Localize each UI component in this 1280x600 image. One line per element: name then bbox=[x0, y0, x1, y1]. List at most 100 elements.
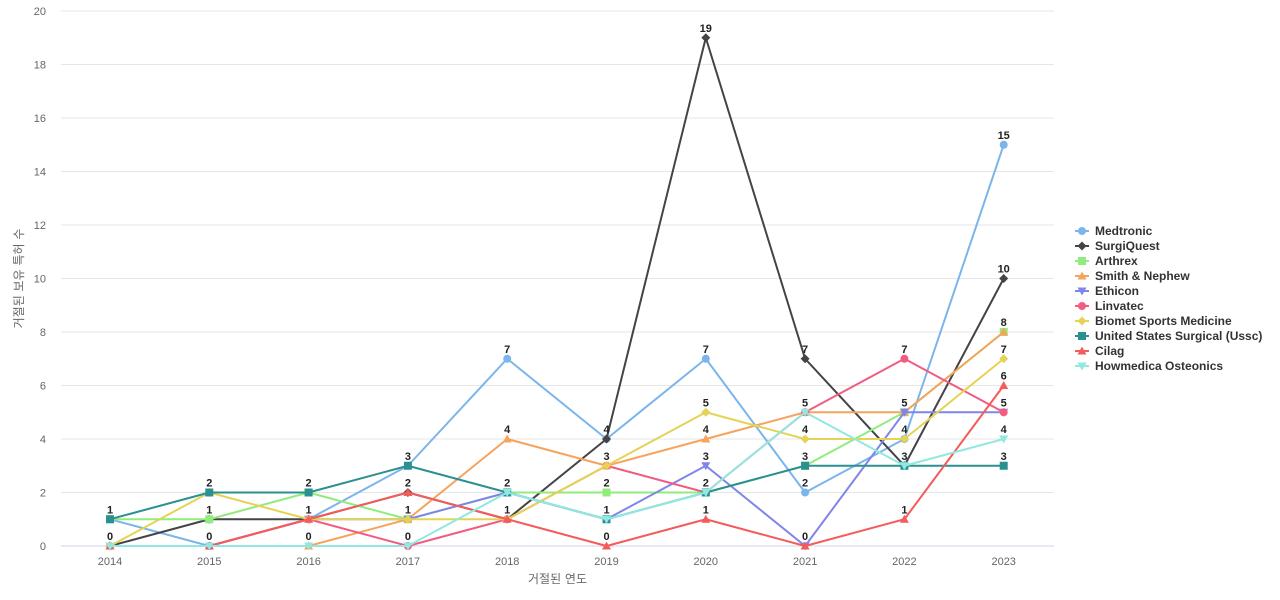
data-point-cilag bbox=[403, 488, 413, 496]
data-point-smith-nephew bbox=[502, 434, 512, 443]
x-tick-label: 2022 bbox=[892, 556, 916, 568]
series-medtronic bbox=[106, 140, 1008, 550]
legend-symbol-marker bbox=[1077, 316, 1087, 326]
legend-item-biomet-sports-medicine[interactable]: Biomet Sports Medicine bbox=[1075, 314, 1232, 328]
data-point-linvatec bbox=[900, 354, 909, 363]
data-label: 7 bbox=[504, 344, 510, 356]
legend-symbol-marker bbox=[1078, 302, 1086, 310]
data-point-howmedica-osteonics bbox=[304, 542, 314, 551]
y-tick-label: 10 bbox=[34, 274, 46, 286]
data-label: 2 bbox=[603, 478, 609, 490]
data-label: 3 bbox=[901, 451, 907, 463]
legend-item-arthrex[interactable]: Arthrex bbox=[1075, 254, 1138, 268]
x-tick-label: 2016 bbox=[296, 556, 320, 568]
series-arthrex bbox=[106, 328, 1008, 524]
data-point-cilag bbox=[304, 514, 314, 523]
data-point-united-states-surgical-ussc bbox=[205, 488, 214, 497]
data-point-linvatec bbox=[999, 408, 1008, 417]
data-point-biomet-sports-medicine bbox=[403, 514, 413, 524]
data-point-surgiquest bbox=[800, 354, 810, 364]
data-label: 1 bbox=[504, 504, 510, 516]
data-point-medtronic bbox=[503, 354, 512, 363]
legend-item-linvatec[interactable]: Linvatec bbox=[1075, 299, 1144, 313]
data-point-united-states-surgical-ussc bbox=[999, 461, 1008, 470]
legend-item-surgiquest[interactable]: SurgiQuest bbox=[1075, 239, 1160, 253]
series-line-medtronic bbox=[109, 144, 1005, 547]
x-tick-label: 2017 bbox=[396, 556, 420, 568]
x-tick-label: 2020 bbox=[694, 556, 718, 568]
x-tick-label: 2018 bbox=[495, 556, 519, 568]
data-point-howmedica-osteonics bbox=[105, 542, 115, 551]
data-label: 3 bbox=[405, 451, 411, 463]
data-label: 1 bbox=[206, 504, 212, 516]
legend-item-ethicon[interactable]: Ethicon bbox=[1075, 284, 1139, 298]
data-label: 1 bbox=[405, 504, 411, 516]
data-point-cilag bbox=[800, 541, 810, 550]
y-tick-label: 2 bbox=[40, 488, 46, 500]
data-point-cilag bbox=[701, 514, 711, 523]
data-point-howmedica-osteonics bbox=[602, 515, 611, 524]
data-point-smith-nephew bbox=[999, 327, 1009, 336]
series-line-arthrex bbox=[110, 331, 1005, 521]
y-tick-label: 0 bbox=[40, 541, 46, 553]
data-label: 7 bbox=[1001, 344, 1007, 356]
data-point-united-states-surgical-ussc bbox=[304, 488, 313, 497]
data-label: 10 bbox=[998, 264, 1010, 276]
data-label: 3 bbox=[703, 451, 709, 463]
data-label: 4 bbox=[901, 424, 908, 436]
series-line-surgiquest bbox=[109, 36, 1005, 547]
legend-symbol-marker bbox=[1078, 227, 1086, 235]
data-label: 0 bbox=[802, 531, 808, 543]
legend-item-smith-nephew[interactable]: Smith & Nephew bbox=[1075, 269, 1190, 283]
data-label: 7 bbox=[901, 344, 907, 356]
legend-symbol-marker bbox=[1077, 241, 1087, 251]
legend-item-medtronic[interactable]: Medtronic bbox=[1075, 224, 1153, 238]
data-label: 15 bbox=[998, 130, 1010, 142]
data-point-biomet-sports-medicine bbox=[899, 434, 909, 444]
data-label: 6 bbox=[1001, 371, 1007, 383]
y-tick-label: 14 bbox=[34, 167, 46, 179]
data-label: 2 bbox=[206, 478, 212, 490]
legend-item-howmedica-osteonics[interactable]: Howmedica Osteonics bbox=[1075, 359, 1223, 373]
legend-label: Howmedica Osteonics bbox=[1095, 359, 1223, 373]
data-point-arthrex bbox=[602, 488, 611, 497]
data-point-surgiquest bbox=[701, 33, 711, 43]
y-tick-label: 12 bbox=[34, 220, 46, 232]
y-axis-title: 거절된 보유 특허 수 bbox=[12, 229, 26, 329]
legend-symbol-marker bbox=[1077, 362, 1087, 371]
legend-symbol-marker bbox=[1077, 287, 1087, 296]
y-tick-label: 6 bbox=[40, 381, 46, 393]
data-label: 0 bbox=[603, 531, 609, 543]
data-label: 7 bbox=[703, 344, 709, 356]
data-point-biomet-sports-medicine bbox=[602, 461, 611, 471]
data-label: 19 bbox=[700, 23, 712, 35]
data-label: 4 bbox=[603, 424, 610, 436]
data-point-cilag bbox=[502, 514, 512, 523]
data-point-howmedica-osteonics bbox=[899, 462, 909, 471]
legend-item-cilag[interactable]: Cilag bbox=[1075, 344, 1124, 358]
x-tick-label: 2021 bbox=[793, 556, 817, 568]
legend-label: Biomet Sports Medicine bbox=[1095, 314, 1232, 328]
y-tick-label: 16 bbox=[34, 113, 46, 125]
data-point-cilag bbox=[899, 514, 909, 523]
legend-label: Ethicon bbox=[1095, 284, 1139, 298]
data-point-cilag bbox=[602, 541, 611, 550]
x-tick-label: 2015 bbox=[197, 556, 221, 568]
data-point-united-states-surgical-ussc bbox=[403, 461, 412, 470]
data-point-surgiquest bbox=[999, 274, 1009, 283]
data-label: 4 bbox=[802, 424, 809, 436]
data-point-howmedica-osteonics bbox=[800, 408, 810, 417]
data-label: 5 bbox=[802, 397, 808, 409]
data-point-biomet-sports-medicine bbox=[800, 434, 810, 444]
data-label: 2 bbox=[504, 478, 510, 490]
legend-item-united-states-surgical-ussc[interactable]: United States Surgical (Ussc) bbox=[1075, 329, 1262, 343]
series-surgiquest bbox=[105, 33, 1009, 551]
data-label: 1 bbox=[901, 504, 907, 516]
data-point-united-states-surgical-ussc bbox=[801, 461, 810, 470]
data-label: 1 bbox=[306, 504, 312, 516]
legend-symbol-marker bbox=[1078, 332, 1086, 340]
legend-label: United States Surgical (Ussc) bbox=[1095, 329, 1262, 343]
